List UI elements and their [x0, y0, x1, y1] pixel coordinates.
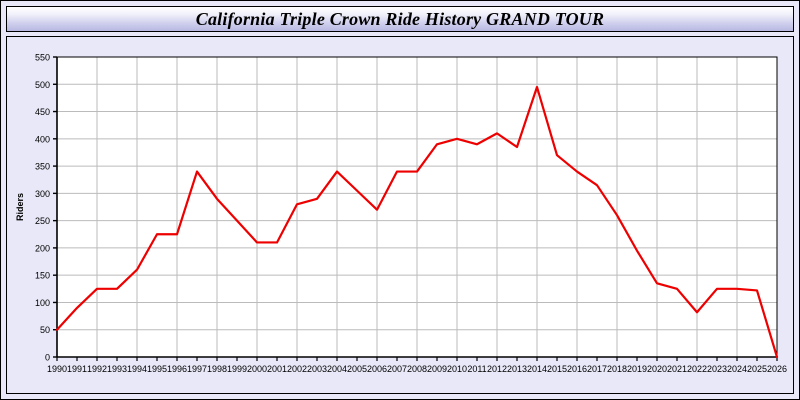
x-tick-label: 2021: [667, 364, 687, 374]
x-tick-label: 2015: [547, 364, 567, 374]
x-tick-label: 1993: [107, 364, 127, 374]
x-tick-label: 2003: [307, 364, 327, 374]
x-tick-label: 2022: [687, 364, 707, 374]
x-tick-label: 2025: [747, 364, 767, 374]
x-tick-label: 2023: [707, 364, 727, 374]
x-tick-label: 2024: [727, 364, 747, 374]
x-tick-label: 2000: [247, 364, 267, 374]
x-tick-label: 2007: [387, 364, 407, 374]
window-title-bar: California Triple Crown Ride History GRA…: [6, 6, 794, 32]
x-tick-label: 2013: [507, 364, 527, 374]
y-tick-label: 100: [35, 298, 50, 308]
x-tick-label: 2019: [627, 364, 647, 374]
x-tick-label: 2020: [647, 364, 667, 374]
y-axis-title: Riders: [15, 193, 25, 221]
y-axis-tick-labels: 0 50 100 150 200 250 300 350 400 450 500 550: [35, 53, 50, 363]
x-tick-label: 2001: [267, 364, 287, 374]
x-tick-label: 2016: [567, 364, 587, 374]
x-tick-label: 2004: [327, 364, 347, 374]
chart-panel: 0 50 100 150 200 250 300 350 400 450 500 550 1990 19…: [6, 36, 794, 394]
y-tick-label: 550: [35, 53, 50, 63]
x-tick-label: 1992: [87, 364, 107, 374]
y-tick-label: 300: [35, 189, 50, 199]
x-tick-label: 1998: [207, 364, 227, 374]
y-tick-label: 0: [45, 353, 50, 363]
x-tick-label: 1996: [167, 364, 187, 374]
x-tick-label: 2017: [587, 364, 607, 374]
x-tick-label: 1994: [127, 364, 147, 374]
y-axis-ticks: [53, 56, 57, 358]
x-tick-label: 2012: [487, 364, 507, 374]
y-tick-label: 50: [40, 325, 50, 335]
x-tick-label: 2014: [527, 364, 547, 374]
x-tick-label: 2010: [447, 364, 467, 374]
x-tick-label: 1999: [227, 364, 247, 374]
x-tick-label: 1997: [187, 364, 207, 374]
y-tick-label: 450: [35, 107, 50, 117]
x-tick-label: 2005: [347, 364, 367, 374]
page-title: California Triple Crown Ride History GRA…: [195, 8, 605, 29]
x-tick-label: 2011: [467, 364, 486, 374]
y-tick-label: 500: [35, 80, 50, 90]
x-tick-label: 2018: [607, 364, 627, 374]
x-tick-label: 1991: [67, 364, 87, 374]
x-tick-label: 2002: [287, 364, 307, 374]
y-tick-label: 250: [35, 216, 50, 226]
x-tick-label: 2008: [407, 364, 427, 374]
riders-series-line: [55, 85, 779, 359]
y-tick-label: 200: [35, 243, 50, 253]
x-axis-tick-labels: 1990 1991 1992 1993 1994 1995 1996 1997 1998 1999…: [47, 364, 787, 374]
y-tick-label: 150: [35, 271, 50, 281]
x-tick-label: 2026: [767, 364, 787, 374]
data-series-line: [55, 85, 779, 359]
x-tick-label: 2006: [367, 364, 387, 374]
x-tick-label: 1995: [147, 364, 167, 374]
y-tick-label: 350: [35, 162, 50, 172]
x-tick-label: 1990: [47, 364, 67, 374]
x-tick-label: 2009: [427, 364, 447, 374]
y-axis-title-label: Riders: [15, 193, 25, 221]
y-tick-label: 400: [35, 134, 50, 144]
